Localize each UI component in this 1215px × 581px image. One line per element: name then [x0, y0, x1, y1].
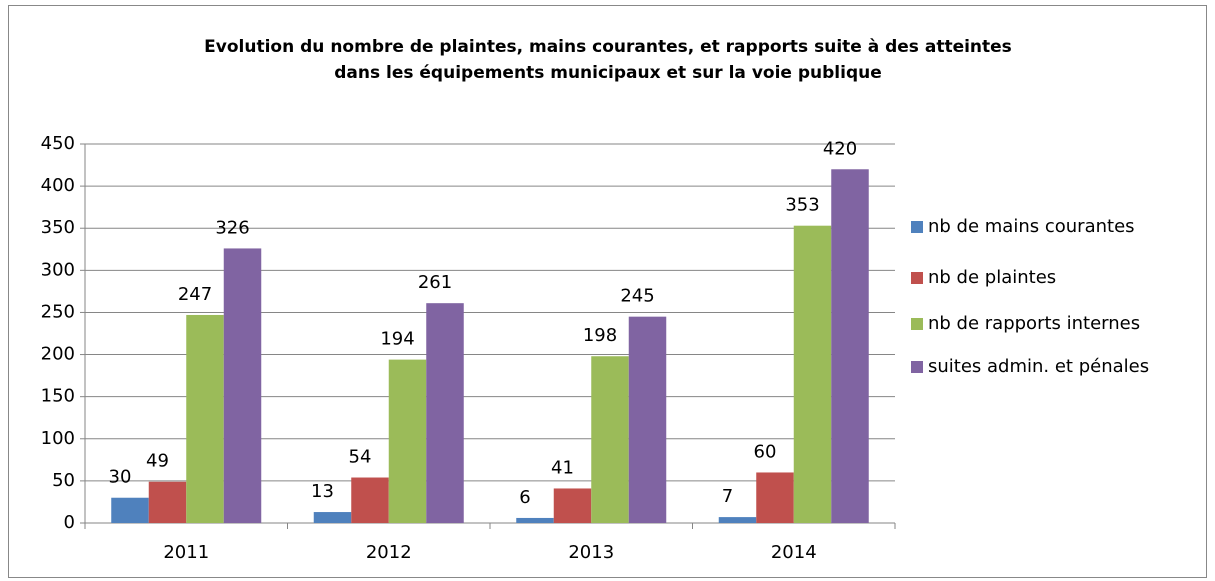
chart-title: dans les équipements municipaux et sur l…: [334, 63, 882, 83]
bar: [553, 488, 592, 523]
y-tick-label: 450: [41, 133, 75, 154]
bar: [313, 512, 352, 523]
data-label: 245: [620, 286, 654, 307]
data-label: 54: [349, 447, 372, 468]
bar: [756, 472, 794, 523]
bar: [718, 517, 757, 523]
bar: [186, 314, 224, 523]
data-label: 247: [178, 284, 212, 305]
bar: [426, 303, 464, 523]
x-tick-label: 2014: [771, 542, 817, 563]
data-label: 353: [785, 195, 819, 216]
data-label: 60: [754, 441, 777, 462]
x-tick-label: 2012: [366, 542, 412, 563]
legend-label: nb de mains courantes: [928, 216, 1135, 237]
y-tick-label: 300: [41, 259, 75, 280]
bar: [388, 359, 427, 523]
legend-swatch: [911, 361, 923, 373]
data-label: 261: [418, 272, 452, 293]
data-label: 7: [722, 486, 733, 507]
y-tick-label: 400: [41, 175, 75, 196]
y-tick-label: 150: [41, 386, 75, 407]
bar: [516, 517, 554, 523]
legend-label: nb de plaintes: [928, 267, 1056, 288]
y-tick-label: 250: [41, 301, 75, 322]
data-label: 41: [551, 457, 574, 478]
data-label: 13: [311, 481, 334, 502]
chart-title: Evolution du nombre de plaintes, mains c…: [204, 37, 1012, 57]
bar: [223, 248, 262, 524]
data-label: 194: [380, 329, 414, 350]
bar: [831, 169, 869, 523]
bar: [628, 316, 667, 523]
bar: [591, 356, 629, 523]
y-tick-label: 350: [41, 217, 75, 238]
data-label: 30: [109, 467, 132, 488]
data-label: 6: [519, 487, 530, 508]
legend-label: nb de rapports internes: [928, 313, 1140, 334]
data-label: 198: [583, 325, 617, 346]
legend-label: suites admin. et pénales: [928, 356, 1149, 377]
data-label: 49: [146, 451, 169, 472]
data-label: 420: [823, 138, 857, 159]
y-tick-label: 200: [41, 344, 75, 365]
bar: [351, 477, 389, 523]
legend-swatch: [911, 221, 923, 233]
y-tick-label: 50: [52, 470, 75, 491]
x-tick-label: 2011: [163, 542, 209, 563]
x-tick-label: 2013: [568, 542, 614, 563]
data-label: 326: [215, 217, 249, 238]
y-tick-label: 100: [41, 428, 75, 449]
legend-swatch: [911, 272, 923, 284]
y-tick-label: 0: [64, 512, 75, 533]
bar: [793, 225, 832, 523]
legend-swatch: [911, 318, 923, 330]
bar: [148, 481, 187, 523]
bar: [111, 497, 149, 523]
